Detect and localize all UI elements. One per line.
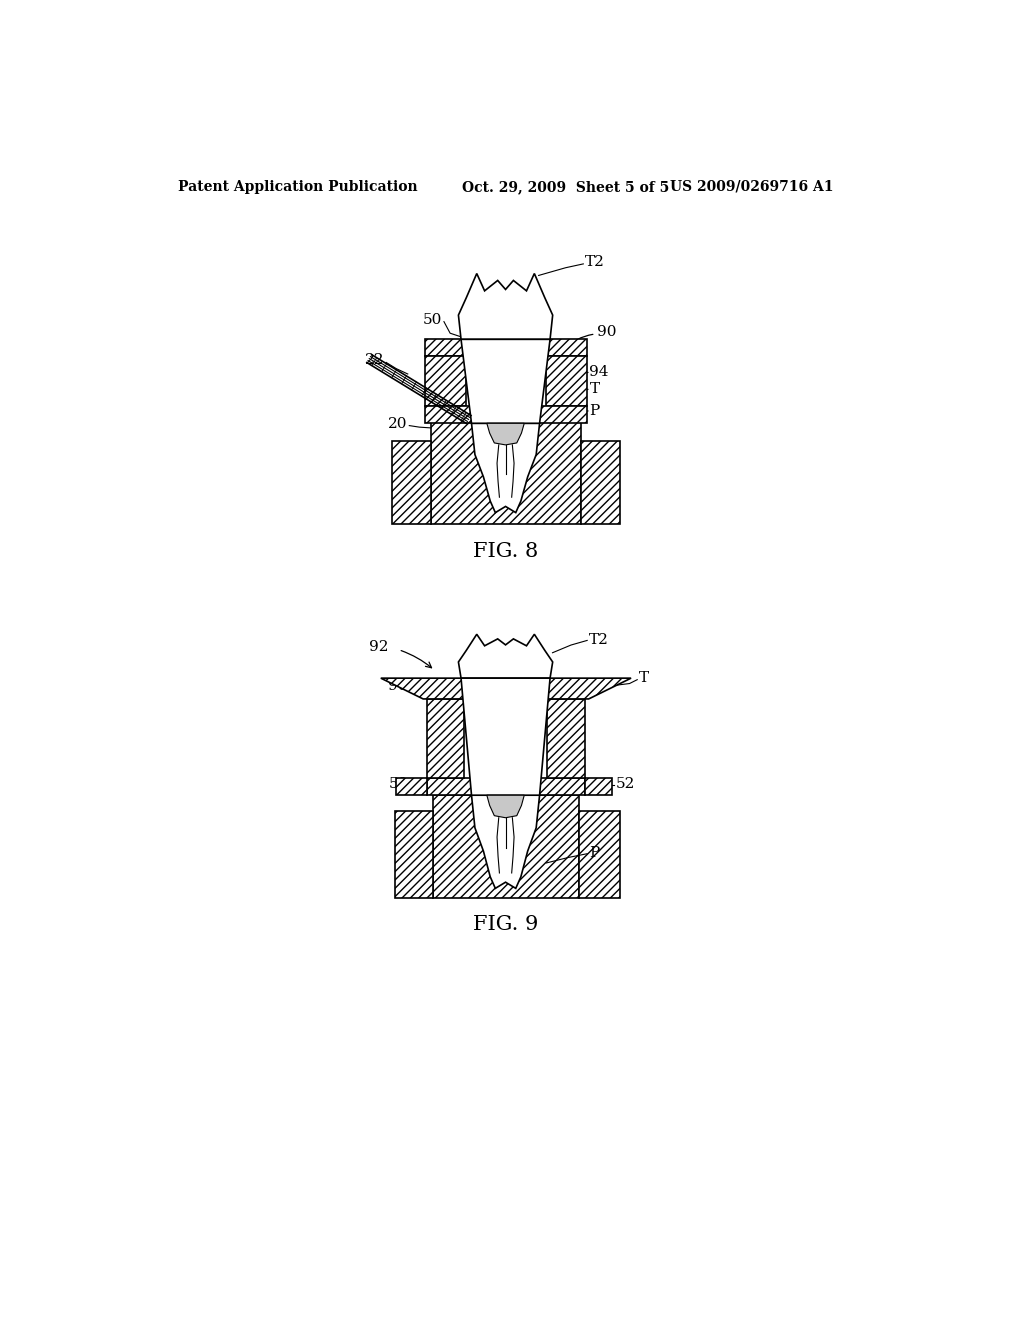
Polygon shape: [471, 795, 540, 888]
Polygon shape: [461, 339, 550, 424]
Polygon shape: [486, 424, 524, 445]
Text: 92: 92: [369, 640, 388, 655]
Text: 20: 20: [388, 417, 408, 432]
Bar: [392, 441, 431, 524]
Bar: [580, 810, 620, 898]
Bar: [425, 356, 466, 407]
Text: FIG. 9: FIG. 9: [473, 915, 539, 933]
Polygon shape: [459, 635, 553, 678]
Text: 50: 50: [423, 313, 442, 327]
Bar: [546, 356, 587, 407]
Polygon shape: [486, 795, 524, 817]
Text: Oct. 29, 2009  Sheet 5 of 5: Oct. 29, 2009 Sheet 5 of 5: [462, 180, 669, 194]
Bar: [581, 441, 620, 524]
Bar: [425, 407, 587, 424]
Bar: [427, 700, 464, 779]
Text: T2: T2: [589, 632, 608, 647]
Bar: [431, 422, 581, 524]
Text: P: P: [589, 846, 599, 859]
Bar: [547, 700, 585, 779]
Text: 52: 52: [615, 777, 635, 792]
Polygon shape: [471, 424, 540, 512]
Text: 90: 90: [597, 325, 616, 339]
Bar: [425, 339, 587, 356]
Polygon shape: [461, 678, 550, 795]
Text: 50: 50: [388, 777, 408, 792]
Bar: [394, 810, 433, 898]
Bar: [427, 779, 585, 795]
Bar: [433, 795, 580, 898]
Text: Patent Application Publication: Patent Application Publication: [178, 180, 418, 194]
Text: 94: 94: [590, 366, 609, 379]
Polygon shape: [459, 273, 553, 339]
Text: 22: 22: [366, 354, 385, 367]
Bar: [585, 779, 611, 795]
Bar: [396, 779, 427, 795]
Text: T: T: [590, 383, 600, 396]
Text: US 2009/0269716 A1: US 2009/0269716 A1: [670, 180, 834, 194]
Text: T2: T2: [585, 255, 605, 269]
Text: T: T: [639, 671, 649, 685]
Polygon shape: [381, 678, 631, 700]
Text: P: P: [590, 404, 600, 418]
Text: FIG. 8: FIG. 8: [473, 543, 539, 561]
Text: 96: 96: [388, 678, 408, 693]
